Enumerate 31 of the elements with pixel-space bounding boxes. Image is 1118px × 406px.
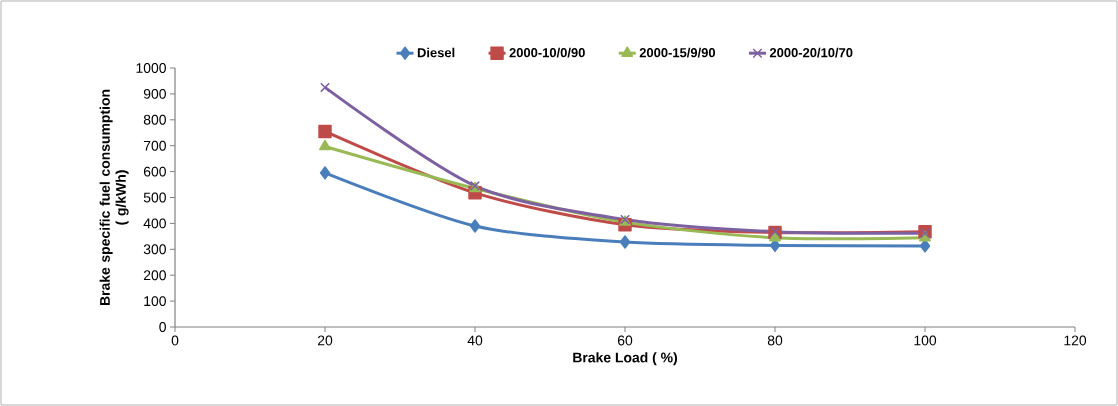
x-tick-label: 120 <box>1064 335 1087 346</box>
y-tick-label: 0 <box>159 322 166 332</box>
x-tick-label: 20 <box>317 335 333 346</box>
point <box>469 219 481 233</box>
y-tick-label: 100 <box>144 296 166 307</box>
y-tick-label: 500 <box>143 192 166 203</box>
point <box>320 82 330 93</box>
legend-label: 2000-20/10/70 <box>769 47 853 58</box>
y-tick-label: 1000 <box>136 63 166 73</box>
y-tick-label: 400 <box>143 218 166 229</box>
y-tick-label: 300 <box>143 244 166 255</box>
legend-label: 2000-10/0/90 <box>509 47 585 58</box>
y-tick-label: 700 <box>143 140 166 151</box>
y-tick-label: 900 <box>143 88 166 99</box>
y-tick-label: 600 <box>143 166 166 177</box>
point <box>319 139 331 151</box>
point <box>318 124 332 139</box>
x-tick-label: 100 <box>914 335 937 346</box>
point <box>619 235 631 249</box>
x-tick-label: 80 <box>767 335 783 346</box>
legend-label: Diesel <box>417 47 455 58</box>
legend-label: 2000-15/9/90 <box>639 47 716 58</box>
y-tick-label: 200 <box>143 270 166 281</box>
point <box>319 166 331 180</box>
x-tick-label: 40 <box>467 335 483 346</box>
y-axis-title: Brake specific fuel consumption ( g/kWh) <box>99 89 129 306</box>
point <box>919 239 931 253</box>
x-axis-title: Brake Load ( %) <box>573 352 678 366</box>
y-tick-label: 800 <box>143 114 166 125</box>
x-tick-label: 60 <box>617 335 633 346</box>
x-tick-label: 0 <box>171 335 179 346</box>
